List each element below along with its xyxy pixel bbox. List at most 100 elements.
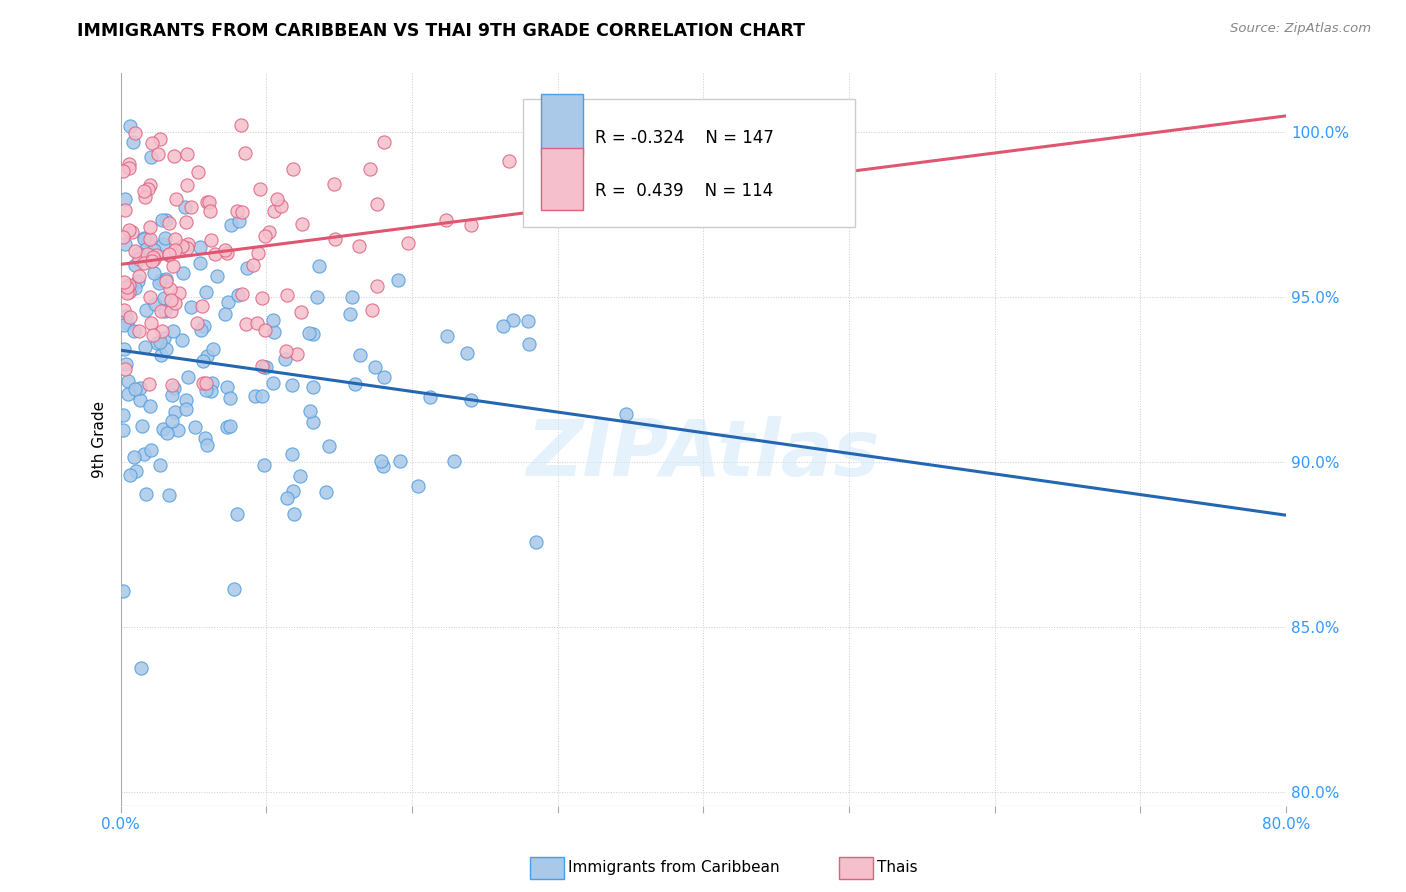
Point xyxy=(176,215,198,229)
Point xyxy=(502,312,524,326)
Point xyxy=(115,357,138,371)
Point xyxy=(517,337,540,351)
Point xyxy=(204,247,226,261)
Point xyxy=(323,177,346,191)
Y-axis label: 9th Grade: 9th Grade xyxy=(93,401,107,478)
Point xyxy=(167,243,190,257)
Point xyxy=(135,242,157,256)
Point xyxy=(281,377,304,392)
Point xyxy=(134,184,156,198)
Point xyxy=(263,203,285,218)
Point xyxy=(114,236,136,251)
Text: R =  0.439    N = 114: R = 0.439 N = 114 xyxy=(595,182,773,200)
Point xyxy=(117,386,139,401)
Point xyxy=(162,148,184,162)
Point xyxy=(149,348,172,362)
Point xyxy=(124,382,146,396)
Point xyxy=(460,392,482,407)
Point xyxy=(396,235,419,250)
Point xyxy=(115,309,138,323)
Point xyxy=(112,164,135,178)
Point xyxy=(176,393,198,408)
Point xyxy=(155,272,177,286)
Point xyxy=(142,266,165,280)
Point xyxy=(112,423,135,437)
Point xyxy=(406,478,429,492)
Point xyxy=(436,329,458,343)
Point xyxy=(162,260,184,274)
Point xyxy=(186,316,208,330)
Point xyxy=(145,297,167,311)
FancyBboxPatch shape xyxy=(523,99,855,227)
Point xyxy=(167,285,190,300)
Point xyxy=(281,483,304,498)
Text: Thais: Thais xyxy=(877,860,918,874)
Point xyxy=(373,370,395,384)
Point xyxy=(139,442,162,457)
Point xyxy=(291,217,314,231)
Point xyxy=(115,285,138,300)
Point xyxy=(121,136,143,150)
Point xyxy=(371,459,394,474)
Text: IMMIGRANTS FROM CARIBBEAN VS THAI 9TH GRADE CORRELATION CHART: IMMIGRANTS FROM CARIBBEAN VS THAI 9TH GR… xyxy=(77,22,806,40)
Point xyxy=(143,244,166,258)
Point xyxy=(128,268,150,283)
Point xyxy=(160,293,183,307)
Point xyxy=(219,218,242,232)
Point xyxy=(198,194,221,209)
Point xyxy=(150,212,173,227)
Point xyxy=(373,135,395,149)
Point xyxy=(262,313,284,327)
Point xyxy=(252,359,274,374)
Point xyxy=(201,376,224,390)
Point xyxy=(124,127,146,141)
Point xyxy=(516,314,538,328)
Point xyxy=(152,236,174,251)
Point xyxy=(215,246,238,260)
Point xyxy=(142,250,165,264)
Point xyxy=(193,376,215,390)
Point xyxy=(165,405,187,419)
Point xyxy=(118,277,141,292)
Point xyxy=(129,393,152,408)
Point xyxy=(343,376,366,391)
Point xyxy=(117,223,139,237)
Point xyxy=(180,300,202,314)
Point xyxy=(153,331,176,345)
Point xyxy=(174,200,197,214)
Point xyxy=(228,214,250,228)
Point xyxy=(193,354,215,368)
Point xyxy=(153,304,176,318)
Point xyxy=(142,328,165,343)
Point xyxy=(184,420,207,434)
Point xyxy=(200,233,222,247)
Point xyxy=(246,316,269,330)
Point xyxy=(163,381,186,395)
Point xyxy=(157,488,180,502)
Point xyxy=(124,244,146,259)
Point xyxy=(139,220,162,235)
Point xyxy=(118,119,141,133)
Point xyxy=(253,458,276,473)
Point xyxy=(387,273,409,287)
Point xyxy=(460,218,482,232)
Point xyxy=(162,388,184,402)
Point xyxy=(250,359,273,373)
Point xyxy=(299,404,322,418)
Point xyxy=(153,231,176,245)
Point xyxy=(200,203,222,218)
Point xyxy=(492,319,515,334)
Text: Source: ZipAtlas.com: Source: ZipAtlas.com xyxy=(1230,22,1371,36)
Point xyxy=(215,379,238,393)
Point xyxy=(139,399,162,413)
Point xyxy=(443,454,465,468)
Point xyxy=(302,415,325,429)
Point xyxy=(176,178,198,193)
Point xyxy=(149,458,172,473)
Point xyxy=(349,347,371,361)
Point xyxy=(498,153,520,168)
Point xyxy=(136,246,159,260)
Point xyxy=(139,290,162,304)
Point xyxy=(668,165,690,179)
Point xyxy=(229,118,252,132)
